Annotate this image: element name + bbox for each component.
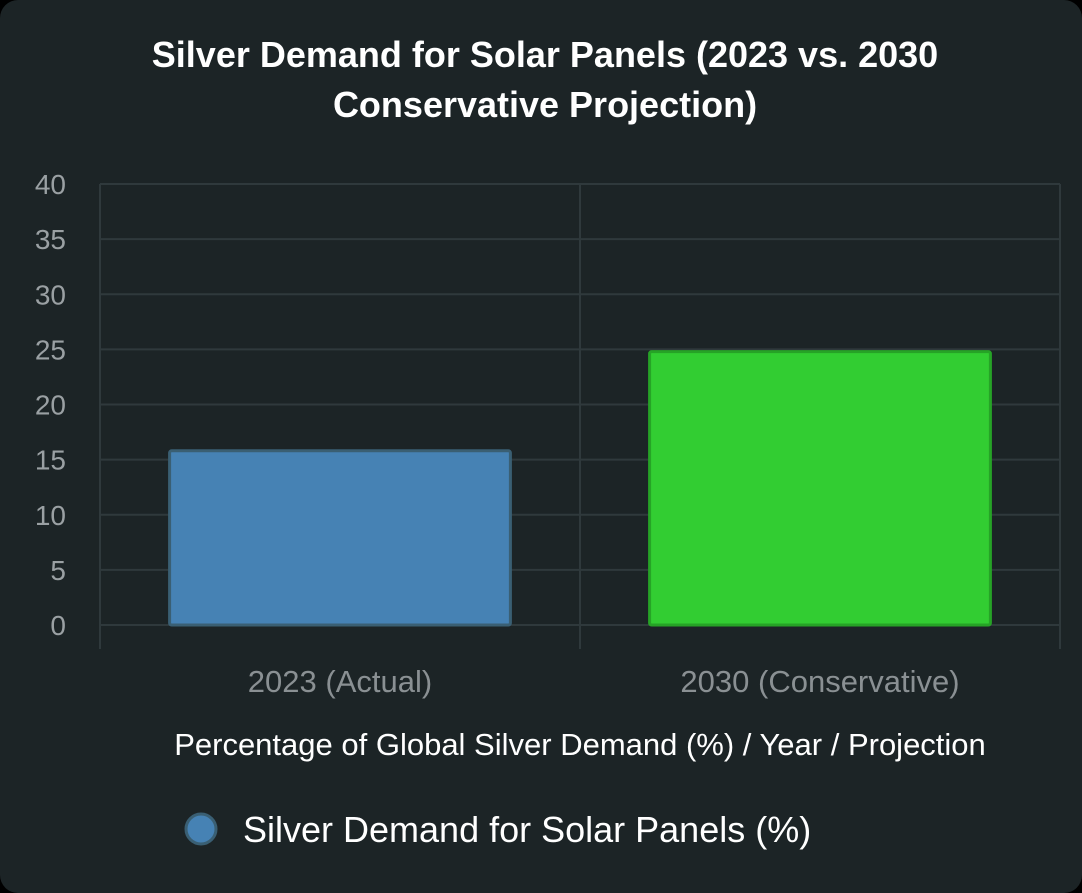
x-tick-label: 2030 (Conservative) (680, 664, 959, 699)
y-tick-label: 30 (35, 279, 66, 310)
x-axis-label: Percentage of Global Silver Demand (%) /… (174, 727, 986, 762)
y-tick-label: 5 (50, 555, 66, 586)
y-axis-ticks: 0 5 10 15 20 25 30 35 40 (35, 169, 66, 641)
x-tick-label: 2023 (Actual) (248, 664, 432, 699)
x-axis-ticks: 2023 (Actual) 2030 (Conservative) (248, 664, 960, 699)
y-tick-label: 10 (35, 500, 66, 531)
legend-label: Silver Demand for Solar Panels (%) (243, 809, 811, 850)
y-tick-label: 25 (35, 334, 66, 365)
y-tick-label: 20 (35, 390, 66, 421)
bar[interactable] (648, 350, 992, 627)
legend[interactable]: Silver Demand for Solar Panels (%) (184, 809, 811, 850)
chart-title: Silver Demand for Solar Panels (2023 vs.… (151, 34, 939, 125)
y-tick-label: 35 (35, 224, 66, 255)
y-tick-label: 40 (35, 169, 66, 200)
legend-marker (184, 812, 218, 846)
bars (168, 350, 992, 627)
y-tick-label: 15 (35, 445, 66, 476)
y-tick-label: 0 (50, 610, 66, 641)
bar[interactable] (168, 449, 512, 627)
